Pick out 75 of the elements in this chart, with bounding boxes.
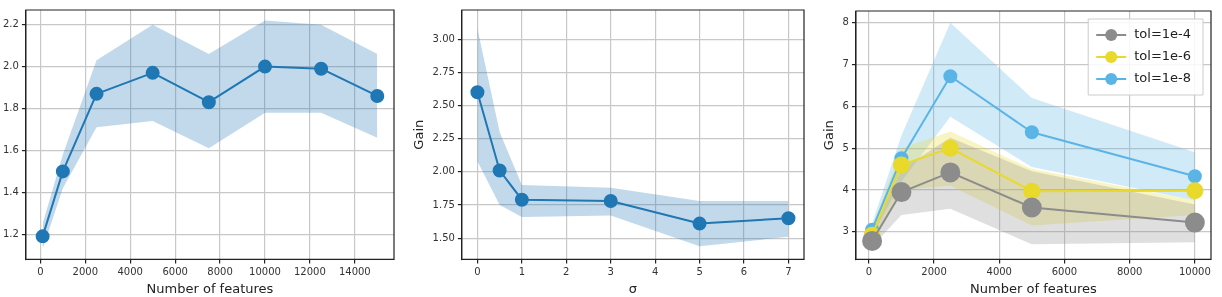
y-tick-label: 5 — [842, 141, 849, 153]
legend-label: tol=1e-4 — [1134, 26, 1192, 42]
y-tick-label: 8 — [842, 16, 849, 28]
y-axis-title: Gain — [411, 119, 427, 150]
point — [514, 192, 529, 207]
y-tick-label: 2.25 — [432, 132, 455, 144]
point — [89, 86, 104, 101]
y-tick-label: 4 — [842, 183, 849, 195]
y-tick-label: 7 — [842, 58, 849, 70]
point — [1021, 197, 1042, 218]
legend-label: tol=1e-8 — [1134, 70, 1192, 86]
x-tick-label: 10000 — [1178, 265, 1211, 277]
legend-label: tol=1e-6 — [1134, 48, 1192, 64]
point — [941, 139, 959, 157]
y-tick-label: 1.50 — [432, 231, 455, 243]
x-tick-label: 12000 — [293, 265, 326, 277]
y-tick-label: 1.2 — [3, 227, 19, 239]
point — [862, 231, 883, 251]
x-tick-label: 7 — [785, 265, 792, 277]
point — [892, 156, 910, 174]
y-tick-label: 6 — [842, 99, 849, 111]
point — [1184, 212, 1205, 233]
x-axis-title: Number of features — [970, 280, 1098, 296]
point — [470, 85, 485, 100]
point — [314, 61, 329, 76]
x-tick-label: 4 — [651, 265, 659, 277]
y-tick-label: 1.8 — [3, 102, 19, 114]
x-tick-label: 2 — [563, 265, 570, 277]
y-axis-title: Gain — [821, 120, 837, 151]
point — [257, 59, 272, 74]
point — [692, 216, 707, 231]
y-tick-label: 2.2 — [3, 18, 19, 30]
x-axis-title: Number of features — [146, 280, 274, 296]
y-tick-label: 2.00 — [432, 165, 455, 177]
point — [781, 211, 796, 226]
point — [370, 88, 385, 103]
y-tick-label: 3 — [842, 225, 849, 237]
x-tick-label: 8000 — [207, 265, 233, 277]
x-tick-label: 0 — [37, 265, 44, 277]
x-tick-label: 4000 — [986, 265, 1012, 277]
x-tick-label: 4000 — [117, 265, 143, 277]
x-tick-label: 6 — [740, 265, 748, 277]
point — [145, 65, 160, 80]
point — [55, 164, 70, 179]
point — [1187, 169, 1202, 184]
point — [1023, 182, 1041, 200]
point — [1024, 125, 1039, 140]
y-tick-label: 1.4 — [3, 185, 19, 197]
x-tick-label: 14000 — [338, 265, 371, 277]
point — [943, 69, 958, 84]
y-tick-label: 2.0 — [3, 60, 19, 72]
x-tick-label: 6000 — [162, 265, 188, 277]
x-tick-label: 2000 — [72, 265, 99, 277]
x-tick-label: 10000 — [249, 265, 281, 277]
x-tick-label: 0 — [474, 265, 481, 277]
y-tick-label: 3.00 — [432, 32, 455, 44]
point — [201, 95, 216, 110]
y-tick-label: 1.6 — [3, 144, 19, 156]
point — [35, 229, 50, 244]
point — [1186, 182, 1204, 200]
x-tick-label: 1 — [518, 265, 526, 277]
x-tick-label: 6000 — [1051, 265, 1078, 277]
y-tick-label: 2.50 — [432, 99, 455, 111]
x-axis-title: σ — [628, 280, 638, 296]
point — [940, 162, 961, 183]
y-tick-label: 2.75 — [432, 65, 455, 77]
x-tick-label: 3 — [607, 265, 614, 277]
x-tick-label: 5 — [696, 265, 703, 277]
x-tick-label: 8000 — [1116, 265, 1143, 277]
point — [891, 182, 912, 203]
point — [492, 163, 507, 178]
x-tick-label: 0 — [865, 265, 873, 277]
y-tick-label: 1.75 — [432, 198, 455, 210]
x-tick-label: 2000 — [921, 265, 947, 277]
point — [603, 194, 618, 209]
